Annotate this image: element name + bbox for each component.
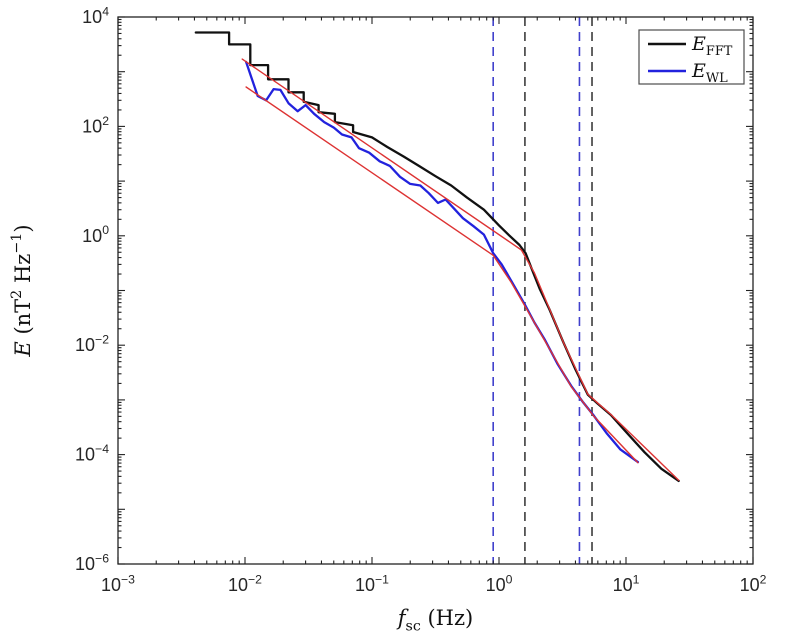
x-tick-label: 10−2 (228, 572, 262, 595)
y-axis-label: E (nT2 Hz−1) (9, 224, 35, 357)
fft-powerlaw-fit-line (241, 58, 680, 481)
x-tick-label: 10−1 (355, 572, 389, 595)
series-efft-line (194, 31, 680, 483)
x-tick-label: 100 (486, 572, 513, 595)
y-tick-label: 10−2 (75, 333, 109, 356)
x-axis-label: fsc (Hz) (396, 606, 474, 634)
x-tick-label: 102 (740, 572, 767, 595)
legend-entry-label: EFFT (691, 33, 733, 59)
y-tick-label: 102 (82, 114, 109, 137)
wl-powerlaw-fit-line (245, 86, 639, 464)
x-tick-label: 101 (613, 572, 640, 595)
y-tick-label: 104 (82, 4, 109, 27)
plot-box (117, 16, 754, 565)
y-tick-label: 10−4 (75, 442, 109, 465)
y-tick-label: 10−6 (75, 551, 109, 574)
x-tick-label: 10−3 (101, 572, 135, 595)
legend-box (638, 29, 745, 85)
legend-entry-label: EWL (691, 60, 728, 86)
y-tick-label: 100 (82, 223, 109, 246)
